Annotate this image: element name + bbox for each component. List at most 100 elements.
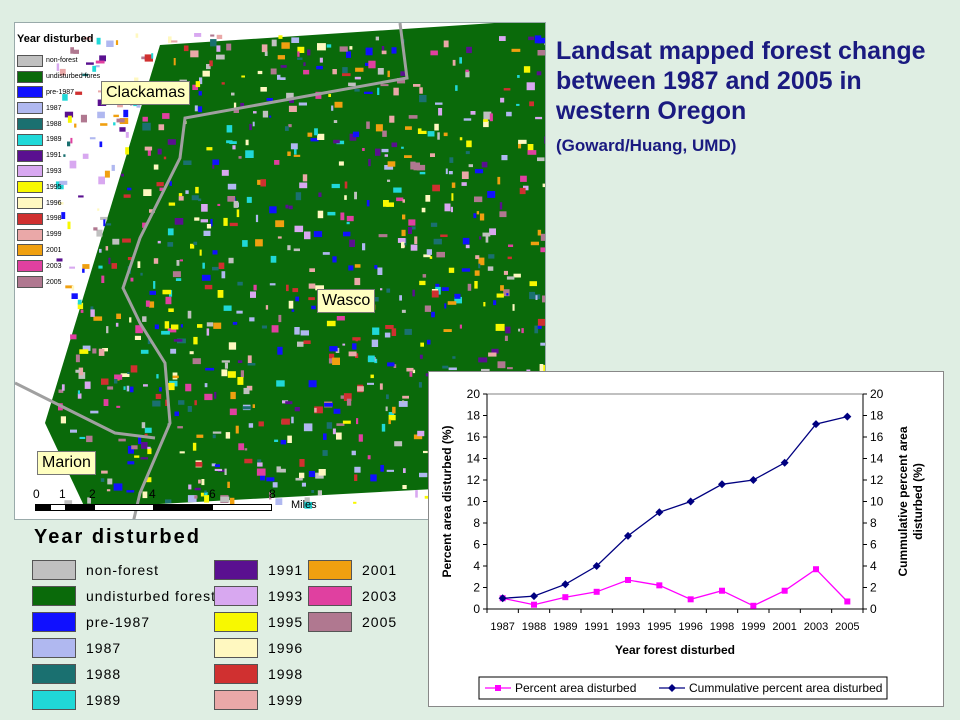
map-pixel-patch bbox=[483, 111, 492, 120]
map-pixel-patch bbox=[527, 144, 534, 152]
map-pixel-patch bbox=[253, 111, 257, 114]
map-pixel-patch bbox=[227, 371, 236, 378]
legend-swatch bbox=[17, 149, 43, 162]
legend-label: 1989 bbox=[86, 692, 122, 708]
map-pixel-patch bbox=[348, 351, 357, 357]
data-point bbox=[749, 476, 758, 484]
map-pixel-patch bbox=[60, 416, 66, 424]
map-pixel-patch bbox=[78, 372, 86, 379]
map-pixel-patch bbox=[202, 262, 205, 269]
map-legend-item: 1993 bbox=[17, 164, 100, 180]
map-pixel-patch bbox=[451, 182, 456, 188]
map-pixel-patch bbox=[354, 466, 361, 473]
map-pixel-patch bbox=[272, 482, 278, 488]
data-point bbox=[655, 508, 664, 517]
map-pixel-patch bbox=[463, 118, 472, 121]
map-pixel-patch bbox=[431, 311, 435, 318]
map-pixel-patch bbox=[113, 483, 123, 491]
map-pixel-patch bbox=[285, 204, 289, 209]
map-pixel-patch bbox=[329, 346, 338, 352]
map-pixel-patch bbox=[171, 40, 178, 43]
map-pixel-patch bbox=[535, 295, 538, 300]
map-pixel-patch bbox=[269, 115, 272, 118]
map-pixel-patch bbox=[499, 202, 503, 210]
map-pixel-patch bbox=[210, 218, 213, 227]
map-pixel-patch bbox=[417, 430, 425, 437]
map-pixel-patch bbox=[194, 217, 200, 221]
map-pixel-patch bbox=[236, 209, 240, 218]
map-pixel-patch bbox=[354, 191, 357, 200]
map-pixel-patch bbox=[67, 221, 71, 230]
map-pixel-patch bbox=[142, 222, 147, 228]
map-pixel-patch bbox=[159, 387, 162, 392]
map-pixel-patch bbox=[162, 113, 170, 119]
x-tick-label: 1996 bbox=[678, 621, 702, 633]
map-pixel-patch bbox=[168, 36, 172, 44]
map-pixel-patch bbox=[162, 289, 172, 295]
map-pixel-patch bbox=[288, 105, 297, 112]
map-pixel-patch bbox=[80, 114, 87, 123]
county-boundary bbox=[121, 23, 409, 519]
map-pixel-patch bbox=[313, 231, 323, 238]
map-pixel-patch bbox=[71, 285, 75, 291]
map-pixel-patch bbox=[247, 363, 256, 366]
map-pixel-patch bbox=[409, 371, 413, 377]
map-pixel-patch bbox=[403, 468, 406, 473]
map-pixel-patch bbox=[192, 84, 198, 90]
map-pixel-patch bbox=[372, 327, 380, 335]
legend-label: 1995 bbox=[46, 183, 62, 191]
map-pixel-patch bbox=[485, 235, 489, 243]
data-point bbox=[812, 420, 820, 429]
map-pixel-patch bbox=[197, 324, 203, 328]
map-pixel-patch bbox=[352, 343, 357, 350]
map-pixel-patch bbox=[338, 161, 344, 166]
map-pixel-patch bbox=[233, 200, 239, 208]
map-pixel-patch bbox=[290, 143, 298, 150]
map-pixel-patch bbox=[491, 348, 499, 354]
map-pixel-patch bbox=[70, 137, 73, 144]
legend-swatch bbox=[214, 586, 258, 606]
map-pixel-patch bbox=[165, 499, 172, 504]
map-pixel-patch bbox=[318, 469, 326, 476]
map-pixel-patch bbox=[317, 43, 326, 51]
map-pixel-patch bbox=[402, 485, 407, 489]
x-tick-label: 1995 bbox=[647, 621, 671, 633]
map-legend-item: non-forest bbox=[17, 53, 100, 69]
map-pixel-patch bbox=[212, 434, 216, 439]
map-pixel-patch bbox=[131, 445, 138, 450]
map-pixel-patch bbox=[201, 204, 208, 212]
map-pixel-patch bbox=[130, 365, 138, 373]
map-pixel-patch bbox=[401, 241, 405, 249]
map-pixel-patch bbox=[120, 373, 130, 377]
map-pixel-patch bbox=[474, 270, 480, 276]
map-pixel-patch bbox=[77, 393, 82, 399]
map-pixel-patch bbox=[98, 176, 105, 185]
map-pixel-patch bbox=[294, 327, 300, 335]
x-tick-label: 1989 bbox=[553, 621, 577, 633]
x-tick-label: 2003 bbox=[804, 621, 828, 633]
map-pixel-patch bbox=[92, 65, 97, 72]
map-pixel-patch bbox=[537, 318, 545, 326]
map-pixel-patch bbox=[185, 190, 189, 194]
map-pixel-patch bbox=[293, 154, 301, 157]
map-pixel-patch bbox=[462, 237, 470, 245]
map-pixel-patch bbox=[170, 348, 177, 354]
map-pixel-patch bbox=[279, 468, 286, 473]
map-pixel-patch bbox=[241, 75, 245, 78]
scale-tick: 4 bbox=[149, 487, 156, 501]
map-pixel-patch bbox=[280, 77, 286, 80]
map-pixel-patch bbox=[317, 490, 322, 496]
map-pixel-patch bbox=[189, 351, 194, 355]
map-pixel-patch bbox=[226, 43, 232, 51]
map-pixel-patch bbox=[391, 328, 397, 336]
map-pixel-patch bbox=[307, 132, 313, 137]
map-pixel-patch bbox=[419, 171, 426, 175]
map-pixel-patch bbox=[393, 87, 399, 96]
map-pixel-patch bbox=[190, 50, 199, 58]
map-legend-item: 2003 bbox=[17, 258, 100, 274]
map-pixel-patch bbox=[190, 243, 195, 249]
map-pixel-patch bbox=[168, 202, 176, 206]
map-pixel-patch bbox=[191, 195, 199, 201]
map-pixel-patch bbox=[445, 168, 448, 175]
map-pixel-patch bbox=[194, 33, 202, 37]
